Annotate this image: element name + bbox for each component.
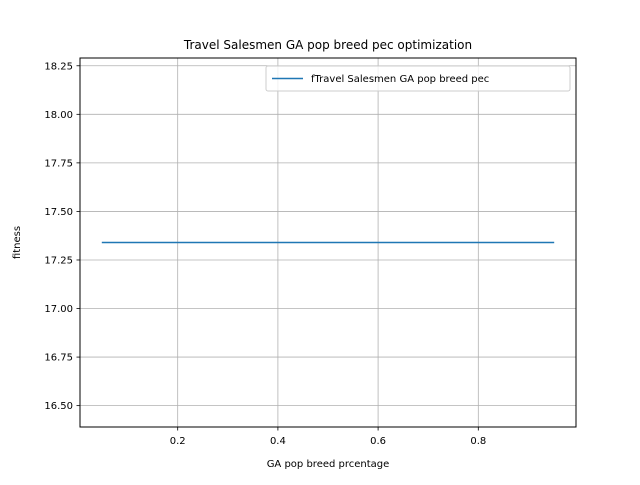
y-tick-label: 17.50 bbox=[44, 207, 73, 218]
y-axis-ticks: 16.50 16.75 17.00 17.25 17.50 17.75 18.00 18.25 bbox=[44, 61, 80, 412]
x-axis-label: GA pop breed prcentage bbox=[267, 459, 390, 470]
y-tick-label: 18.00 bbox=[44, 110, 73, 121]
y-tick-label: 18.25 bbox=[44, 61, 73, 72]
y-tick-label: 16.50 bbox=[44, 401, 73, 412]
y-tick-label: 17.00 bbox=[44, 304, 73, 315]
y-tick-label: 17.75 bbox=[44, 158, 73, 169]
x-tick-label: 0.2 bbox=[170, 436, 186, 447]
axes-frame bbox=[79, 57, 577, 428]
legend-label: fTravel Salesmen GA pop breed pec bbox=[311, 74, 489, 85]
chart-title: Travel Salesmen GA pop breed pec optimiz… bbox=[183, 38, 472, 52]
x-axis-ticks: 0.2 0.4 0.6 0.8 bbox=[170, 427, 486, 447]
x-tick-label: 0.4 bbox=[270, 436, 286, 447]
x-tick-label: 0.6 bbox=[370, 436, 386, 447]
y-tick-label: 16.75 bbox=[44, 353, 73, 364]
y-tick-label: 17.25 bbox=[44, 255, 73, 266]
chart-legend: fTravel Salesmen GA pop breed pec bbox=[265, 65, 571, 92]
legend-box bbox=[265, 65, 571, 92]
y-axis-label: fitness bbox=[12, 226, 23, 259]
x-tick-label: 0.8 bbox=[470, 436, 486, 447]
